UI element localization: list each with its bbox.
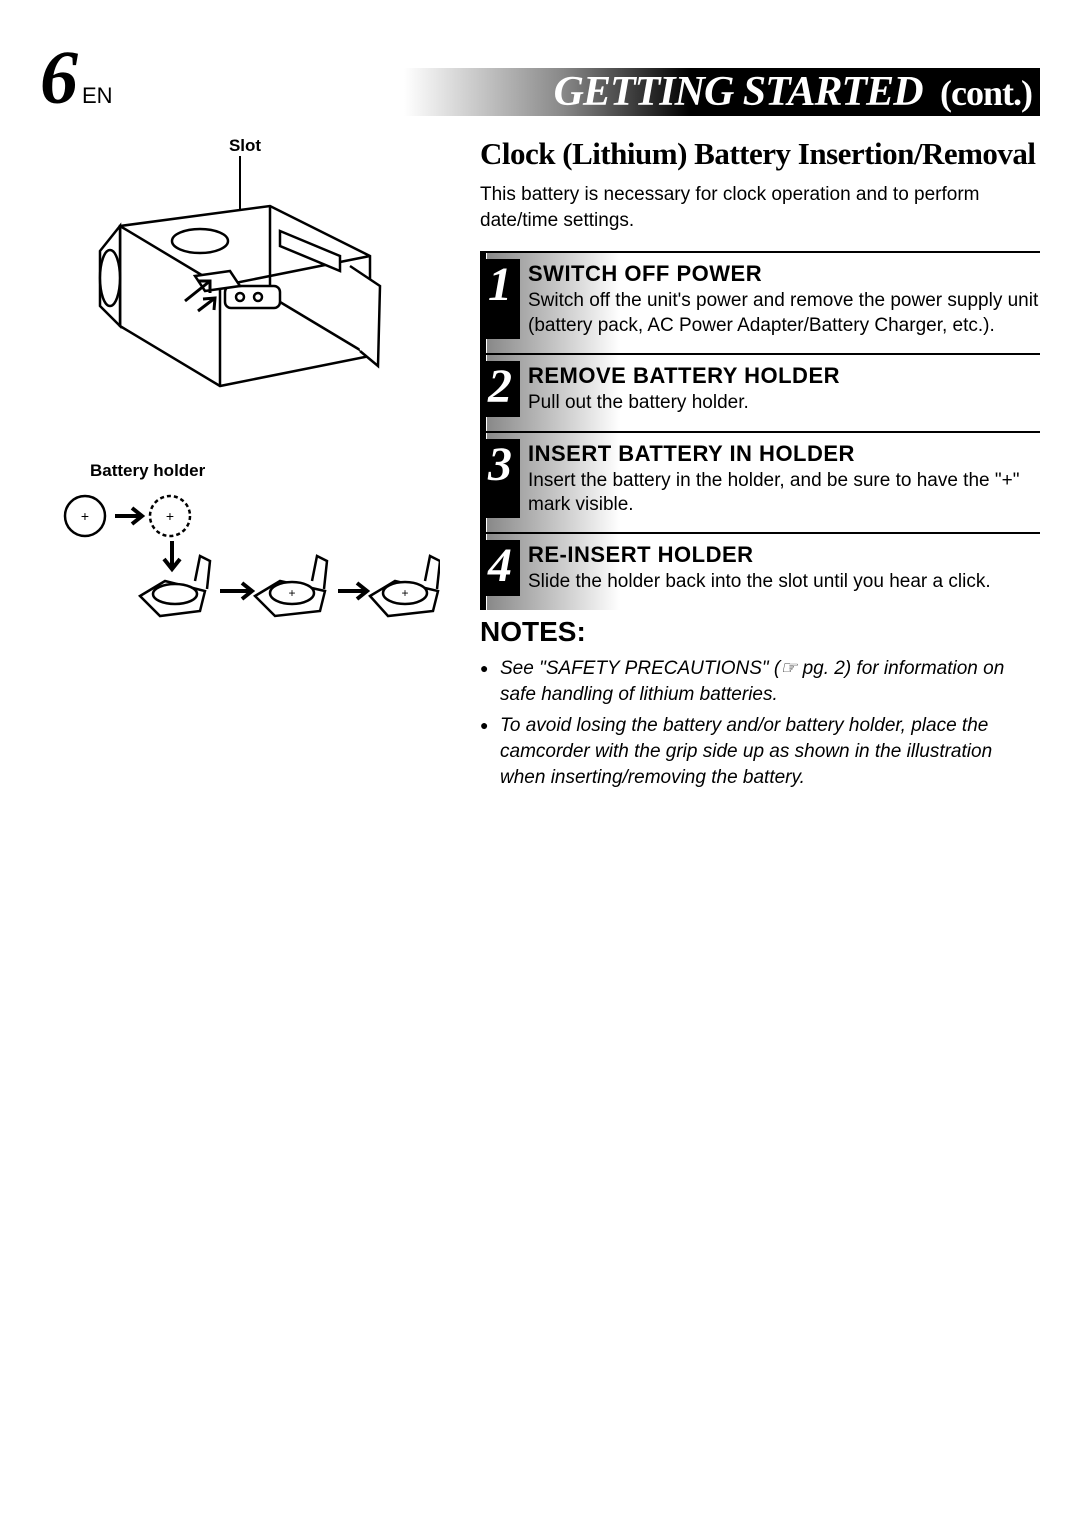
notes-list: See "SAFETY PRECAUTIONS" (☞ pg. 2) for i…	[480, 656, 1040, 790]
step-title: RE-INSERT HOLDER	[528, 542, 991, 568]
step-title: SWITCH OFF POWER	[528, 261, 1040, 287]
diagrams-column: Slot	[40, 136, 450, 796]
note-item: See "SAFETY PRECAUTIONS" (☞ pg. 2) for i…	[500, 656, 1040, 707]
note-item: To avoid losing the battery and/or batte…	[500, 713, 1040, 790]
svg-text:+: +	[288, 586, 295, 600]
camcorder-svg	[40, 156, 420, 446]
step-desc: Pull out the battery holder.	[528, 391, 840, 416]
step-title: REMOVE BATTERY HOLDER	[528, 363, 840, 389]
page-header: 6 EN GETTING STARTED (cont.)	[40, 40, 1040, 116]
svg-text:+: +	[81, 508, 89, 524]
step-content: INSERT BATTERY IN HOLDER Insert the batt…	[528, 439, 1040, 518]
step-3: 3 INSERT BATTERY IN HOLDER Insert the ba…	[480, 431, 1040, 532]
step-content: REMOVE BATTERY HOLDER Pull out the batte…	[528, 361, 840, 417]
page-number-block: 6 EN	[40, 40, 113, 116]
step-num: 1	[480, 259, 520, 338]
page-language: EN	[82, 83, 113, 109]
step-desc: Slide the holder back into the slot unti…	[528, 570, 991, 595]
step-desc: Insert the battery in the holder, and be…	[528, 469, 1040, 518]
content-area: Slot	[40, 136, 1040, 796]
step-2: 2 REMOVE BATTERY HOLDER Pull out the bat…	[480, 353, 1040, 431]
holder-diagram: Battery holder + +	[40, 461, 450, 631]
section-title: Clock (Lithium) Battery Insertion/Remova…	[480, 136, 1040, 172]
slot-label: Slot	[40, 136, 450, 156]
notes-title: NOTES:	[480, 616, 1040, 648]
svg-text:+: +	[401, 586, 408, 600]
svg-text:+: +	[166, 508, 174, 524]
header-title: GETTING STARTED (cont.)	[404, 68, 1040, 116]
instructions-column: Clock (Lithium) Battery Insertion/Remova…	[480, 136, 1040, 796]
header-title-text: GETTING STARTED	[554, 69, 923, 115]
holder-svg: + +	[40, 481, 440, 631]
holder-label: Battery holder	[90, 461, 450, 481]
step-num: 4	[480, 540, 520, 596]
camcorder-diagram: Slot	[40, 136, 450, 446]
step-4: 4 RE-INSERT HOLDER Slide the holder back…	[480, 532, 1040, 610]
step-content: RE-INSERT HOLDER Slide the holder back i…	[528, 540, 991, 596]
step-content: SWITCH OFF POWER Switch off the unit's p…	[528, 259, 1040, 338]
step-desc: Switch off the unit's power and remove t…	[528, 289, 1040, 338]
page-number: 6	[40, 40, 78, 116]
header-cont: (cont.)	[940, 73, 1032, 113]
step-num: 2	[480, 361, 520, 417]
step-1: 1 SWITCH OFF POWER Switch off the unit's…	[480, 251, 1040, 352]
intro-text: This battery is necessary for clock oper…	[480, 182, 1040, 233]
step-num: 3	[480, 439, 520, 518]
step-title: INSERT BATTERY IN HOLDER	[528, 441, 1040, 467]
